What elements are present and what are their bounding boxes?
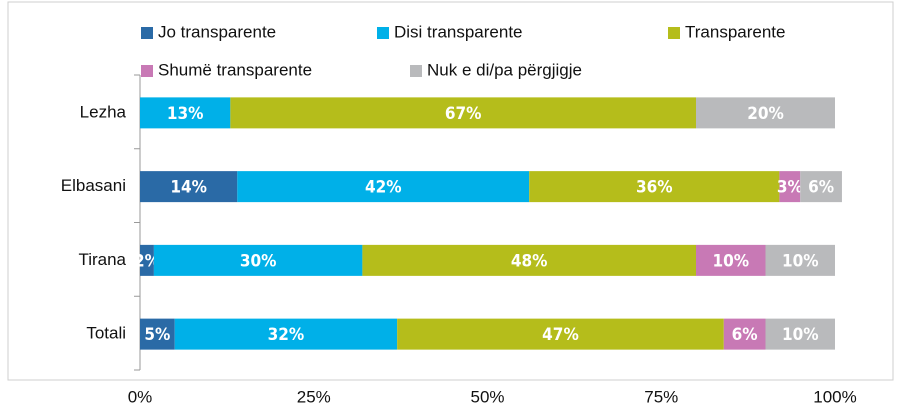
legend-label: Disi transparente (394, 22, 523, 41)
value-label: 14% (170, 178, 207, 198)
y-tick-label: Lezha (80, 102, 127, 121)
legend-swatch (141, 27, 153, 39)
legend-label: Jo transparente (158, 22, 276, 41)
value-label: 2% (134, 251, 160, 271)
bar-segment (723, 318, 766, 350)
legend-label: Shumë transparente (158, 60, 312, 79)
value-label: 13% (167, 104, 204, 124)
bar-segment (140, 318, 175, 350)
bar-segment (140, 97, 231, 129)
bar-segment (800, 171, 842, 203)
value-label: 48% (511, 251, 548, 271)
bar-segment (140, 244, 154, 276)
bar-segment (174, 318, 398, 350)
bar-segment (696, 97, 835, 129)
bar-segment (397, 318, 724, 350)
value-label: 6% (732, 325, 758, 345)
bar-segment (362, 244, 696, 276)
bar-segment (529, 171, 780, 203)
y-tick-label: Totali (86, 324, 126, 343)
y-tick-label: Elbasani (61, 176, 126, 195)
bar-segment (779, 171, 801, 203)
bar-segment (237, 171, 530, 203)
value-label: 42% (365, 178, 402, 198)
y-tick-label: Tirana (78, 250, 126, 269)
x-tick-label: 50% (470, 387, 504, 406)
bar-segment (153, 244, 363, 276)
value-label: 30% (240, 251, 277, 271)
legend-swatch (141, 65, 153, 77)
bar-segment (140, 171, 238, 203)
value-label: 10% (782, 251, 819, 271)
legend-label: Nuk e di/pa përgjigje (427, 60, 582, 79)
legend-swatch (377, 27, 389, 39)
value-label: 67% (445, 104, 482, 124)
bar-segment (230, 97, 696, 129)
bar-segment (765, 244, 835, 276)
x-tick-label: 75% (644, 387, 678, 406)
x-tick-label: 0% (128, 387, 153, 406)
value-label: 36% (636, 178, 673, 198)
value-label: 10% (712, 251, 749, 271)
x-tick-label: 25% (297, 387, 331, 406)
value-label: 47% (542, 325, 579, 345)
legend-swatch (668, 27, 680, 39)
x-tick-label: 100% (813, 387, 856, 406)
legend-swatch (410, 65, 422, 77)
value-label: 20% (747, 104, 784, 124)
value-label: 10% (782, 325, 819, 345)
value-label: 32% (268, 325, 305, 345)
bar-segment (765, 318, 835, 350)
value-label: 6% (808, 178, 834, 198)
value-label: 5% (144, 325, 170, 345)
bar-segment (696, 244, 766, 276)
frame (7, 1, 894, 381)
value-label: 3% (777, 178, 803, 198)
legend-label: Transparente (685, 22, 785, 41)
